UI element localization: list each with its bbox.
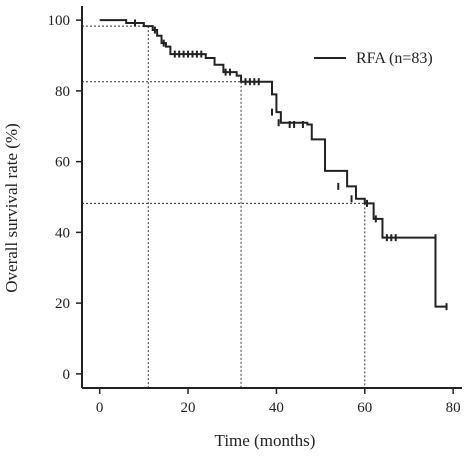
series-group [99,19,448,311]
legend: RFA (n=83) [314,50,433,67]
x-tick-label-0: 0 [96,400,104,416]
legend-label: RFA (n=83) [356,50,433,67]
reference-lines-group [82,25,366,388]
series-line-1 [99,19,447,308]
x-axis-title: Time (months) [215,431,316,450]
axes-group: 0 20 40 60 80 0 20 40 60 80 100 [48,6,462,416]
x-tick-label-40: 40 [269,400,284,416]
y-axis-title: Overall survival rate (%) [2,123,21,292]
x-tick-label-80: 80 [446,400,461,416]
x-tick-label-60: 60 [357,400,372,416]
x-tick-label-20: 20 [181,400,196,416]
y-tick-label-40: 40 [55,225,70,241]
y-tick-label-20: 20 [55,296,70,312]
y-tick-label-60: 60 [55,155,70,171]
y-tick-label-0: 0 [63,367,71,383]
y-tick-label-100: 100 [48,13,71,29]
y-tick-label-80: 80 [55,84,70,100]
